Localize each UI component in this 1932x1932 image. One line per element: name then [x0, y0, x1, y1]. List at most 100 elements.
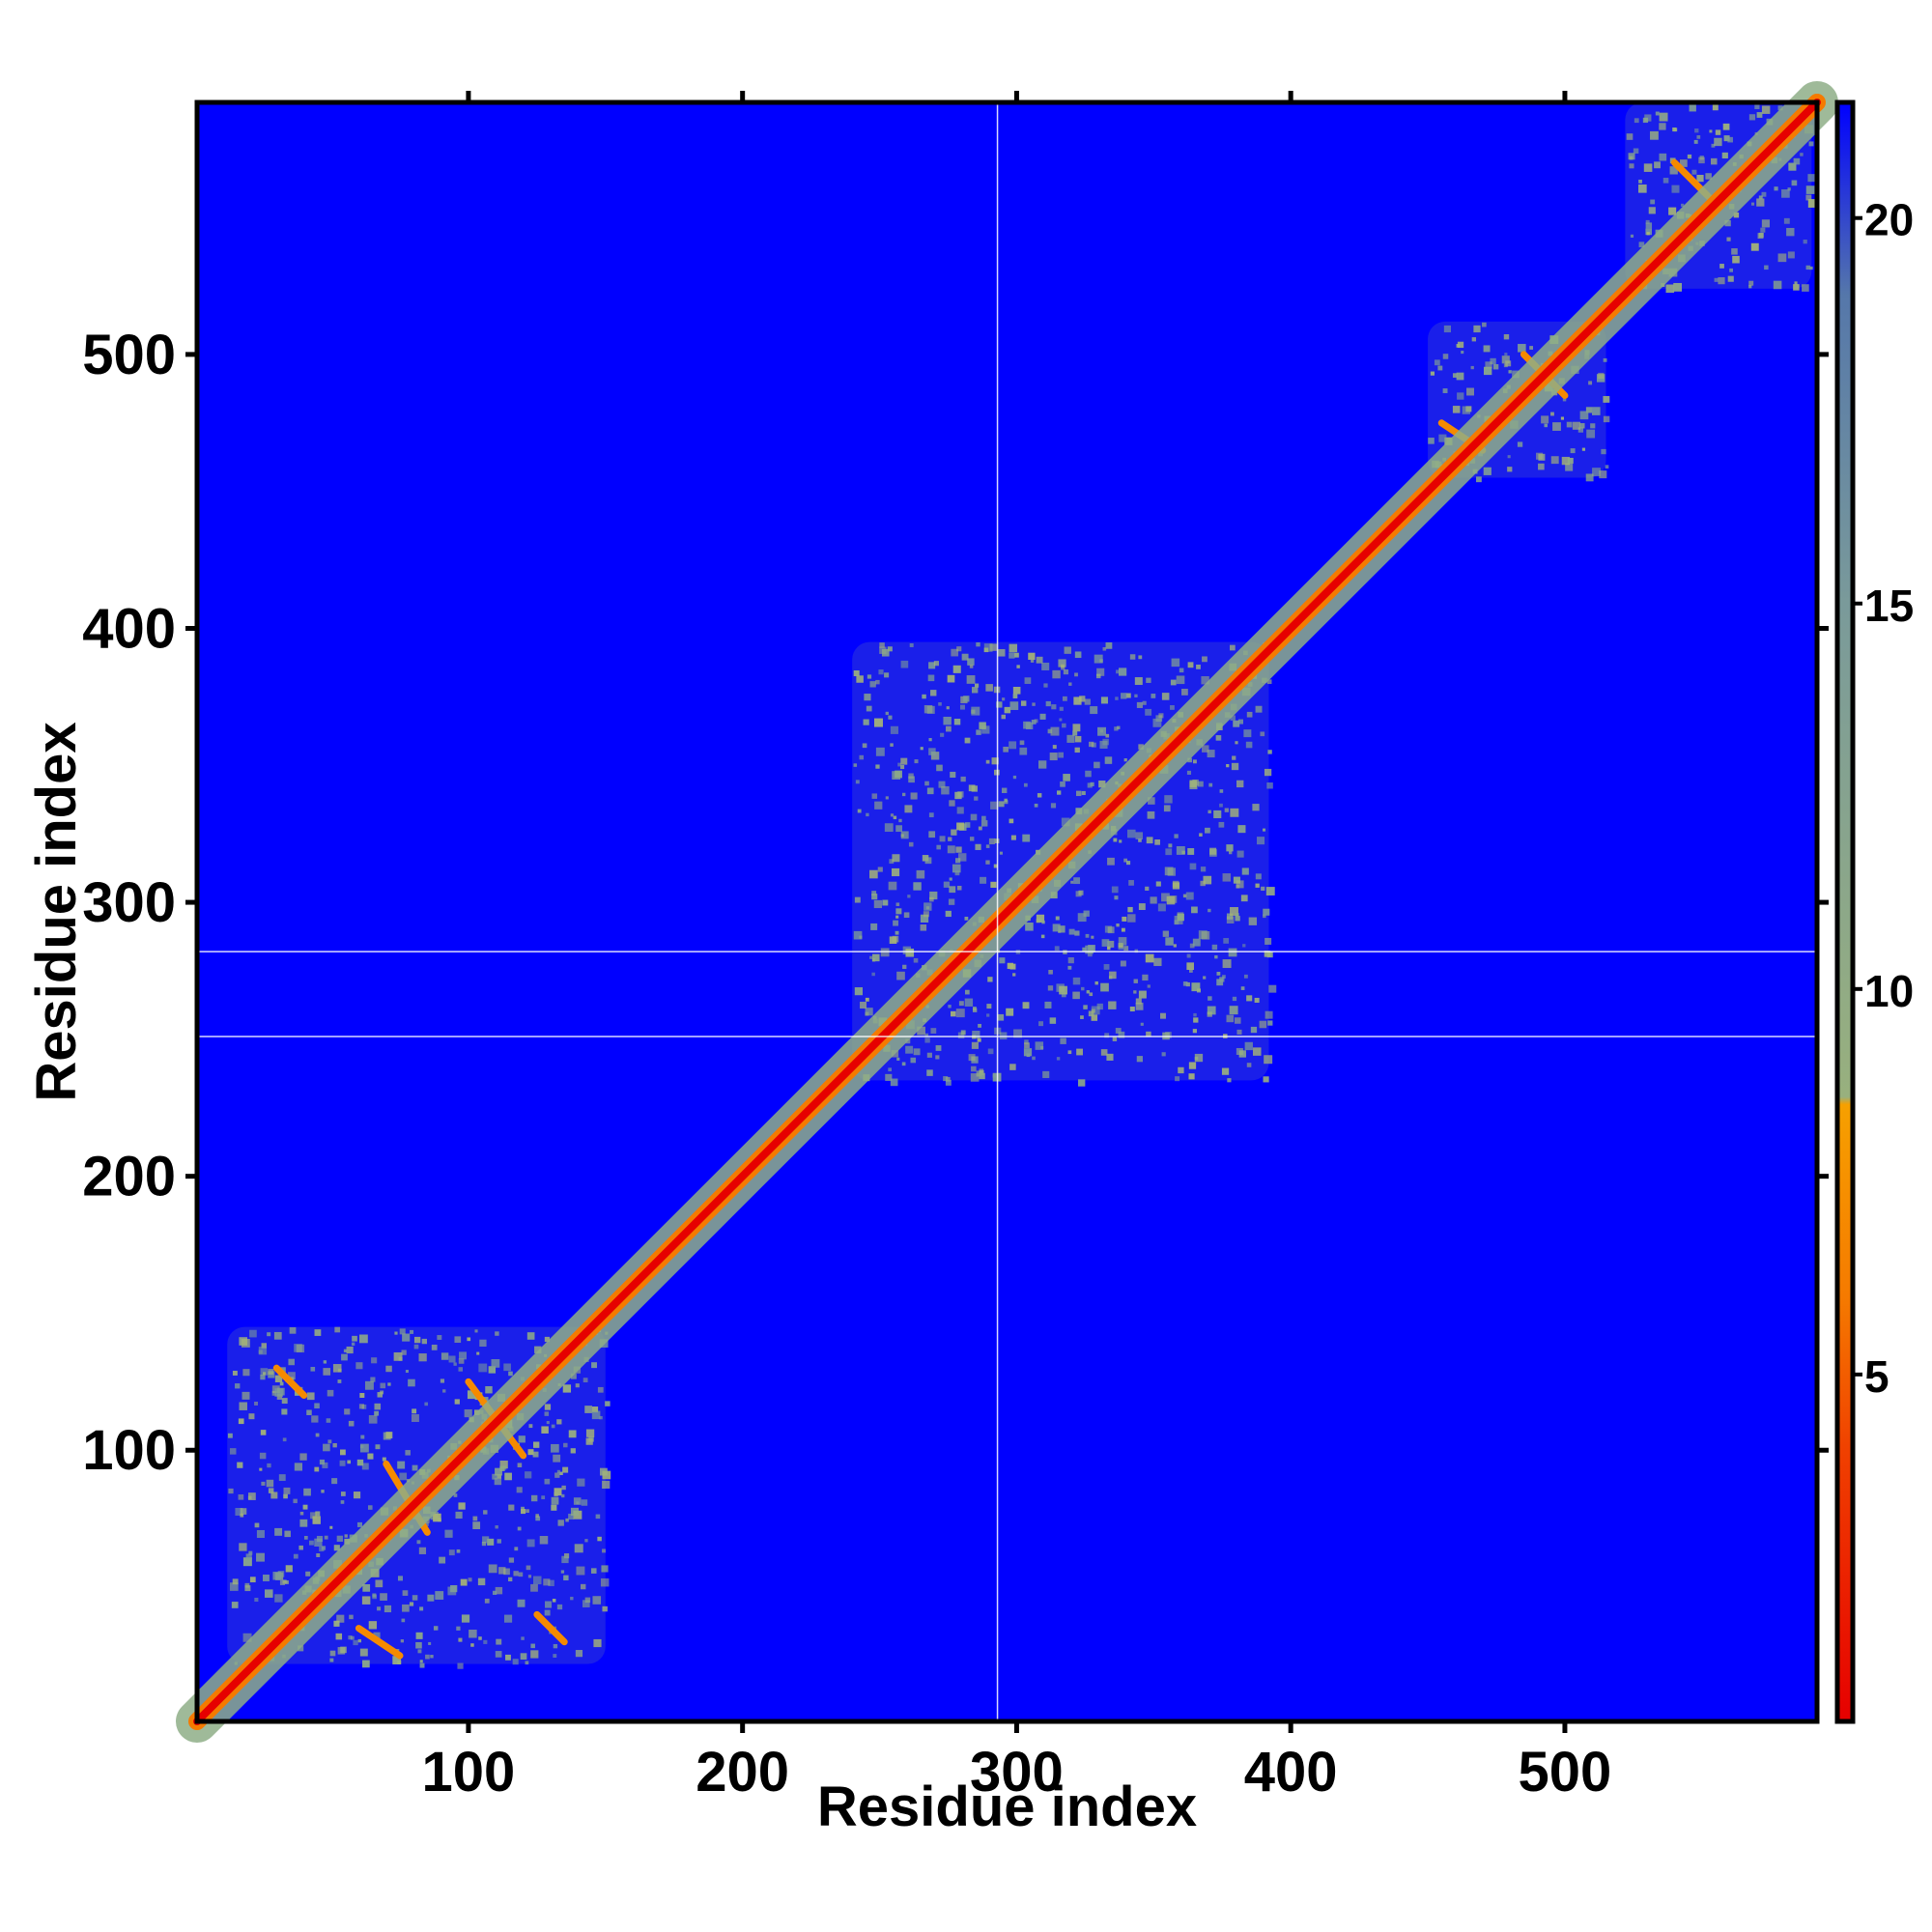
contact-cell — [1246, 1063, 1252, 1067]
contact-cell — [1689, 104, 1696, 112]
contact-cell — [1013, 1029, 1022, 1038]
contact-cell — [314, 1538, 323, 1547]
contact-cell — [341, 1353, 348, 1361]
contact-cell — [1072, 730, 1078, 736]
contact-cell — [889, 859, 895, 865]
contact-cell — [1020, 700, 1027, 706]
contact-cell — [923, 902, 932, 911]
contact-cell — [405, 1450, 411, 1456]
contact-cell — [481, 1541, 487, 1547]
contact-cell — [1188, 1073, 1195, 1080]
contact-cell — [1638, 179, 1642, 184]
contact-cell — [1116, 923, 1120, 927]
contact-cell — [1473, 325, 1481, 333]
contact-cell — [247, 1492, 256, 1500]
contact-cell — [896, 971, 905, 980]
contact-cell — [419, 1660, 423, 1663]
contact-cell — [525, 1471, 532, 1479]
contact-cell — [1517, 441, 1523, 447]
contact-cell — [1193, 1012, 1197, 1017]
contact-cell — [232, 1370, 238, 1376]
contact-cell — [901, 1062, 906, 1066]
contact-cell — [924, 1033, 929, 1037]
contact-cell — [1116, 669, 1120, 674]
contact-cell — [398, 1356, 403, 1361]
contact-cell — [296, 1344, 305, 1353]
contact-cell — [1154, 838, 1160, 845]
contact-cell — [454, 1336, 462, 1344]
contact-cell — [1100, 982, 1109, 992]
contact-cell — [1186, 962, 1195, 971]
contact-cell — [1103, 964, 1110, 970]
contact-cell — [541, 1426, 549, 1434]
contact-cell — [340, 1449, 346, 1456]
contact-cell — [1662, 115, 1666, 120]
contact-cell — [1712, 104, 1719, 111]
contact-cell — [1232, 755, 1236, 760]
contact-cell — [512, 1659, 519, 1665]
contact-cell — [956, 807, 964, 814]
contact-cell — [1254, 997, 1260, 1003]
contact-cell — [282, 1437, 287, 1442]
contact-cell — [279, 1381, 284, 1386]
contact-cell — [873, 718, 883, 727]
contact-cell — [1659, 153, 1667, 161]
contact-cell — [1187, 848, 1195, 855]
contact-cell — [1004, 800, 1009, 805]
contact-cell — [1428, 438, 1435, 444]
contact-cell — [306, 1409, 312, 1415]
contact-cell — [926, 705, 935, 714]
contact-cell — [1430, 371, 1435, 376]
contact-cell — [457, 1662, 464, 1669]
contact-cell — [274, 1388, 284, 1397]
contact-cell — [1162, 930, 1170, 937]
contact-cell — [1550, 456, 1559, 465]
contact-cell — [1226, 764, 1230, 768]
contact-cell — [1058, 659, 1066, 668]
contact-cell — [1067, 957, 1074, 964]
contact-cell — [1073, 696, 1082, 705]
contact-cell — [999, 851, 1003, 855]
contact-cell — [929, 896, 934, 902]
contact-cell — [368, 1621, 378, 1630]
contact-cell — [532, 1441, 540, 1448]
contact-cell — [375, 1579, 384, 1588]
contact-cell — [350, 1635, 355, 1640]
contact-cell — [1047, 985, 1054, 991]
contact-cell — [543, 1578, 551, 1586]
contact-cell — [997, 1013, 1005, 1021]
contact-cell — [332, 1364, 342, 1373]
contact-cell — [1094, 654, 1103, 664]
contact-cell — [1603, 395, 1610, 403]
contact-cell — [1235, 741, 1238, 745]
contact-cell — [518, 1435, 526, 1443]
contact-cell — [1123, 946, 1129, 952]
contact-cell — [530, 1583, 538, 1592]
contact-cell — [974, 683, 980, 688]
contact-cell — [1222, 959, 1232, 969]
contact-cell — [1601, 448, 1606, 455]
contact-cell — [513, 1571, 519, 1577]
contact-cell — [1198, 930, 1208, 940]
contact-cell — [964, 822, 971, 828]
contact-cell — [1085, 933, 1090, 938]
contact-cell — [903, 912, 910, 918]
contact-cell — [601, 1565, 609, 1573]
contact-cell — [1572, 421, 1580, 430]
contact-cell — [476, 1351, 480, 1355]
contact-cell — [402, 1604, 410, 1612]
contact-cell — [351, 1342, 355, 1347]
contact-cell — [359, 1393, 365, 1398]
contact-cell — [943, 1076, 949, 1082]
contact-cell — [1235, 913, 1239, 918]
contact-cell — [893, 815, 897, 820]
contact-cell — [1711, 143, 1716, 148]
contact-cell — [242, 1557, 252, 1567]
contact-cell — [1241, 867, 1249, 875]
contact-cell — [1061, 992, 1066, 998]
diagonal-band — [176, 81, 1838, 1743]
contact-cell — [1123, 858, 1128, 863]
contact-cell — [554, 1488, 562, 1496]
contact-cell — [410, 1329, 414, 1334]
contact-cell — [1266, 679, 1272, 685]
